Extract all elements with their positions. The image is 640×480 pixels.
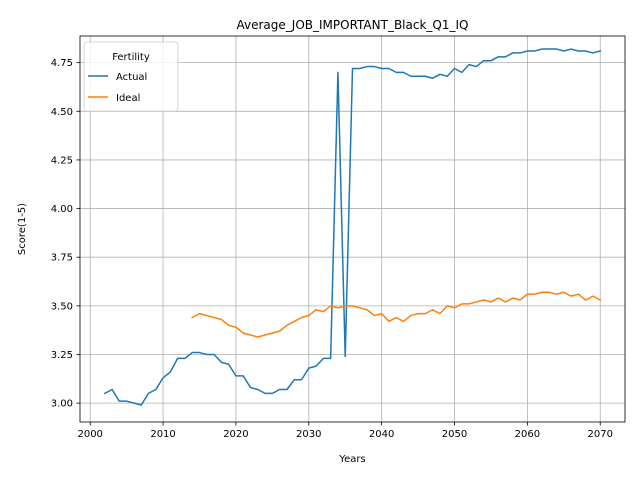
plot-area-frame <box>79 35 626 423</box>
chart-title: Average_JOB_IMPORTANT_Black_Q1_IQ <box>237 18 469 32</box>
y-tick-label: 4.25 <box>51 155 73 166</box>
legend-box <box>83 41 179 112</box>
series-lines <box>103 48 602 406</box>
x-tick-label: 2070 <box>588 429 613 440</box>
y-tick-label: 3.75 <box>51 253 73 264</box>
y-tick-label: 3.25 <box>51 350 73 361</box>
x-tick-label: 2020 <box>223 429 248 440</box>
y-tick-label: 3.50 <box>51 301 73 312</box>
x-tick-label: 2040 <box>369 429 394 440</box>
legend: Fertility Actual Ideal <box>83 41 179 112</box>
y-tick-label: 4.00 <box>51 204 73 215</box>
legend-label-ideal: Ideal <box>116 93 140 104</box>
x-tick-label: 2010 <box>150 429 175 440</box>
x-axis-label: Years <box>338 454 365 465</box>
x-tick-label: 2030 <box>296 429 321 440</box>
y-tick-label: 4.75 <box>51 58 73 69</box>
legend-title: Fertility <box>112 52 150 63</box>
x-tick-label: 2000 <box>77 429 102 440</box>
y-axis-label: Score(1-5) <box>17 203 28 255</box>
series-line-ideal <box>191 291 602 338</box>
axis-ticks: 2000 2010 2020 2030 2040 2050 2060 2070 3.00 3.25… <box>51 58 613 440</box>
series-line-actual <box>103 48 602 406</box>
x-tick-label: 2060 <box>515 429 540 440</box>
y-tick-label: 3.00 <box>51 399 73 410</box>
x-tick-label: 2050 <box>442 429 467 440</box>
y-tick-label: 4.50 <box>51 107 73 118</box>
legend-label-actual: Actual <box>116 72 147 83</box>
